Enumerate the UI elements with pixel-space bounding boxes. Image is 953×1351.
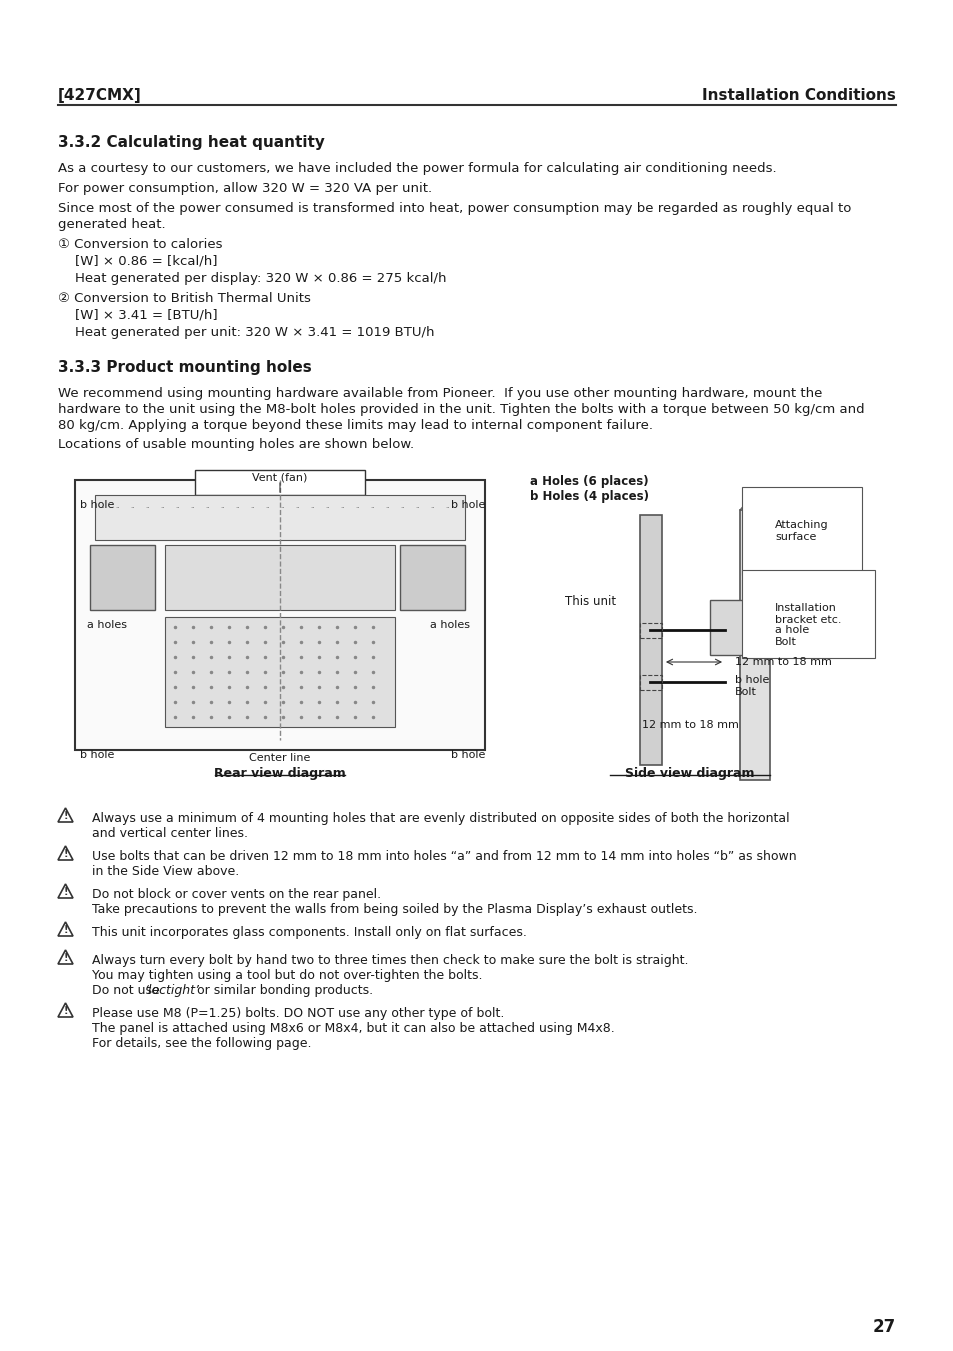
Text: ① Conversion to calories: ① Conversion to calories: [58, 238, 222, 251]
Text: ..: ..: [370, 503, 375, 509]
Text: [W] × 3.41 = [BTU/h]: [W] × 3.41 = [BTU/h]: [75, 309, 217, 322]
Text: ..: ..: [234, 503, 239, 509]
Text: 80 kg/cm. Applying a torque beyond these limits may lead to internal component f: 80 kg/cm. Applying a torque beyond these…: [58, 419, 652, 432]
Text: Center line: Center line: [249, 753, 311, 763]
Text: 12 mm to 18 mm: 12 mm to 18 mm: [641, 720, 739, 730]
Text: Vent (fan): Vent (fan): [252, 473, 308, 484]
Text: ..: ..: [220, 503, 224, 509]
Text: generated heat.: generated heat.: [58, 218, 166, 231]
Text: ..: ..: [100, 503, 105, 509]
Text: Heat generated per unit: 320 W × 3.41 = 1019 BTU/h: Heat generated per unit: 320 W × 3.41 = …: [75, 326, 434, 339]
Text: This unit incorporates glass components. Install only on flat surfaces.: This unit incorporates glass components.…: [91, 925, 526, 939]
Text: !: !: [63, 811, 68, 821]
Bar: [90, 544, 154, 611]
Text: ..: ..: [280, 503, 284, 509]
Text: Always use a minimum of 4 mounting holes that are evenly distributed on opposite: Always use a minimum of 4 mounting holes…: [91, 812, 789, 825]
Text: Side view diagram: Side view diagram: [624, 767, 754, 780]
Text: Take precautions to prevent the walls from being soiled by the Plasma Display’s : Take precautions to prevent the walls fr…: [91, 902, 697, 916]
Text: We recommend using mounting hardware available from Pioneer.  If you use other m: We recommend using mounting hardware ava…: [58, 386, 821, 400]
Text: Please use M8 (P=1.25) bolts. DO NOT use any other type of bolt.: Please use M8 (P=1.25) bolts. DO NOT use…: [91, 1006, 504, 1020]
Text: ② Conversion to British Thermal Units: ② Conversion to British Thermal Units: [58, 292, 311, 305]
Text: ..: ..: [190, 503, 194, 509]
Bar: [165, 544, 395, 611]
Text: ‘loctight’: ‘loctight’: [145, 984, 199, 997]
Bar: [639, 676, 661, 690]
Text: The panel is attached using M8x6 or M8x4, but it can also be attached using M4x8: The panel is attached using M8x6 or M8x4…: [91, 1021, 614, 1035]
Text: b hole: b hole: [450, 750, 484, 761]
Text: For details, see the following page.: For details, see the following page.: [91, 1038, 312, 1050]
Text: ..: ..: [250, 503, 254, 509]
Text: Do not use: Do not use: [91, 984, 164, 997]
Text: a hole: a hole: [774, 626, 808, 635]
Text: ..: ..: [160, 503, 164, 509]
Text: in the Side View above.: in the Side View above.: [91, 865, 239, 878]
Text: b Holes (4 places): b Holes (4 places): [530, 490, 648, 503]
Text: ..: ..: [415, 503, 419, 509]
Bar: [95, 494, 464, 540]
Text: Do not block or cover vents on the rear panel.: Do not block or cover vents on the rear …: [91, 888, 381, 901]
Text: ..: ..: [294, 503, 299, 509]
Bar: [639, 515, 661, 765]
Text: 3.3.3 Product mounting holes: 3.3.3 Product mounting holes: [58, 359, 312, 376]
Text: ..: ..: [339, 503, 344, 509]
Text: Bolt: Bolt: [774, 638, 796, 647]
Text: ..: ..: [265, 503, 269, 509]
Text: Installation
bracket etc.: Installation bracket etc.: [774, 603, 841, 624]
Text: [W] × 0.86 = [kcal/h]: [W] × 0.86 = [kcal/h]: [75, 255, 217, 267]
Bar: [639, 623, 661, 638]
Text: 27: 27: [872, 1319, 895, 1336]
Text: !: !: [63, 888, 68, 897]
Text: Attaching
surface: Attaching surface: [774, 520, 828, 542]
Text: Use bolts that can be driven 12 mm to 18 mm into holes “a” and from 12 mm to 14 : Use bolts that can be driven 12 mm to 18…: [91, 850, 796, 863]
Text: !: !: [63, 952, 68, 963]
Text: Bolt: Bolt: [734, 688, 756, 697]
Text: a holes: a holes: [87, 620, 127, 630]
Text: ..: ..: [130, 503, 134, 509]
Text: ..: ..: [385, 503, 389, 509]
Bar: [194, 470, 365, 494]
Text: 3.3.2 Calculating heat quantity: 3.3.2 Calculating heat quantity: [58, 135, 325, 150]
Text: a holes: a holes: [430, 620, 470, 630]
Text: Always turn every bolt by hand two to three times then check to make sure the bo: Always turn every bolt by hand two to th…: [91, 954, 688, 967]
Text: [427CMX]: [427CMX]: [58, 88, 142, 103]
Text: 12 mm to 18 mm: 12 mm to 18 mm: [734, 657, 831, 667]
Text: Installation Conditions: Installation Conditions: [701, 88, 895, 103]
Text: Heat generated per display: 320 W × 0.86 = 275 kcal/h: Heat generated per display: 320 W × 0.86…: [75, 272, 446, 285]
Text: ..: ..: [430, 503, 434, 509]
Text: This unit: This unit: [564, 594, 616, 608]
Bar: [740, 509, 769, 780]
Text: b hole: b hole: [80, 500, 114, 509]
Text: Rear view diagram: Rear view diagram: [213, 767, 346, 780]
Text: ..: ..: [355, 503, 359, 509]
Text: b hole: b hole: [450, 500, 484, 509]
Text: !: !: [63, 1006, 68, 1016]
Text: As a courtesy to our customers, we have included the power formula for calculati: As a courtesy to our customers, we have …: [58, 162, 776, 176]
Text: or similar bonding products.: or similar bonding products.: [193, 984, 373, 997]
Text: ..: ..: [444, 503, 449, 509]
Text: ..: ..: [205, 503, 210, 509]
Bar: [165, 617, 395, 727]
Bar: [399, 544, 464, 611]
Text: !: !: [63, 848, 68, 859]
Text: ..: ..: [310, 503, 314, 509]
Text: !: !: [63, 925, 68, 935]
Text: ..: ..: [115, 503, 119, 509]
Text: ..: ..: [145, 503, 150, 509]
Text: a Holes (6 places): a Holes (6 places): [530, 476, 648, 488]
Text: ..: ..: [174, 503, 179, 509]
Text: Locations of usable mounting holes are shown below.: Locations of usable mounting holes are s…: [58, 438, 414, 451]
Text: hardware to the unit using the M8-bolt holes provided in the unit. Tighten the b: hardware to the unit using the M8-bolt h…: [58, 403, 863, 416]
Bar: [709, 600, 744, 655]
Text: b hole: b hole: [80, 750, 114, 761]
Text: For power consumption, allow 320 W = 320 VA per unit.: For power consumption, allow 320 W = 320…: [58, 182, 432, 195]
Text: You may tighten using a tool but do not over-tighten the bolts.: You may tighten using a tool but do not …: [91, 969, 482, 982]
Text: and vertical center lines.: and vertical center lines.: [91, 827, 248, 840]
Bar: [75, 480, 484, 750]
Text: ..: ..: [325, 503, 329, 509]
Text: Since most of the power consumed is transformed into heat, power consumption may: Since most of the power consumed is tran…: [58, 203, 850, 215]
Text: ..: ..: [399, 503, 404, 509]
Text: b hole: b hole: [734, 676, 768, 685]
